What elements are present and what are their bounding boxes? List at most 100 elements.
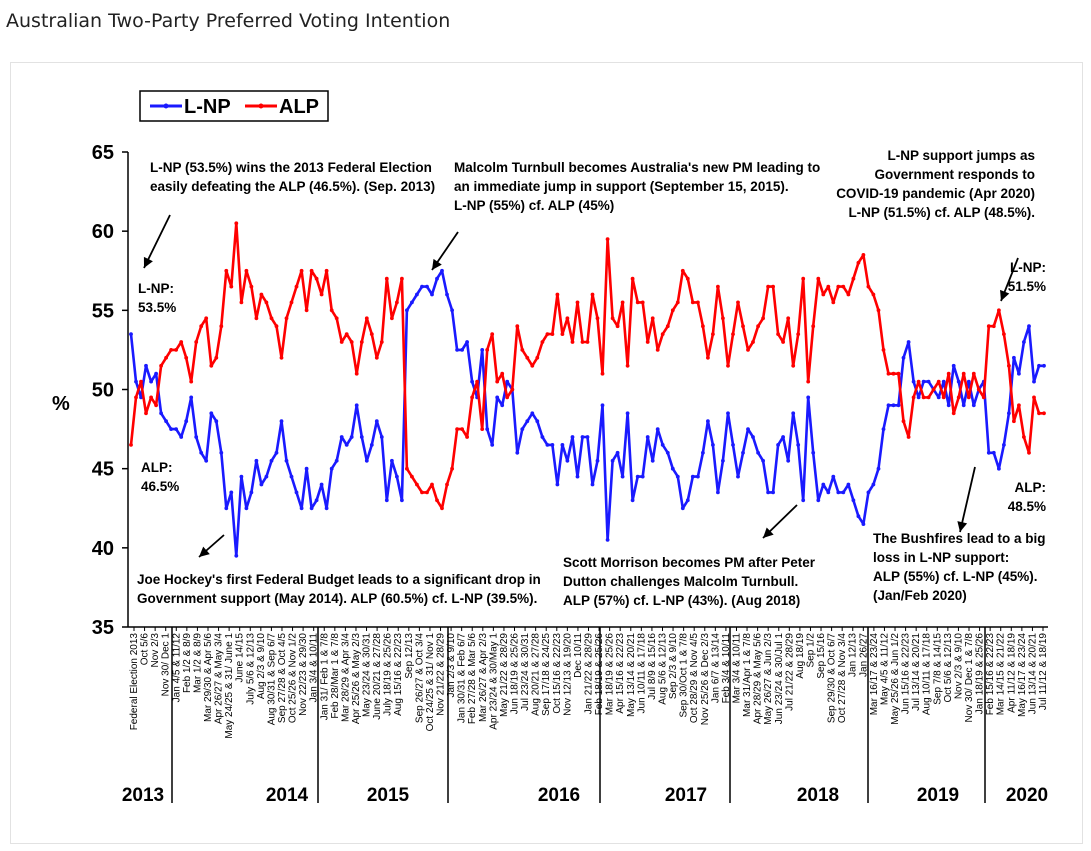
data-point xyxy=(485,427,490,431)
year-label: 2017 xyxy=(665,785,707,806)
data-point xyxy=(731,332,735,336)
data-point xyxy=(846,292,851,297)
x-tick-label: May 13/14 & 20/21 xyxy=(626,633,637,717)
annotation-arrow xyxy=(198,534,225,558)
data-point xyxy=(339,435,344,439)
data-point xyxy=(836,490,841,495)
x-tick-label: Aug 30/31 & Sep 6/7 xyxy=(266,633,277,726)
data-point xyxy=(655,427,660,431)
data-point xyxy=(1027,324,1031,329)
annotation: Joe Hockey's first Federal Budget leads … xyxy=(137,572,541,606)
data-point xyxy=(796,332,801,336)
x-tick-label: Jul 13/14 & 20/21 xyxy=(911,633,922,711)
data-point xyxy=(956,395,961,400)
annotation: Malcolm Turnbull becomes Australia's new… xyxy=(454,160,820,213)
data-point xyxy=(400,498,404,503)
data-point xyxy=(269,316,274,321)
data-point xyxy=(284,316,289,321)
data-point xyxy=(415,292,419,297)
data-point xyxy=(831,474,836,479)
data-point xyxy=(706,355,710,360)
legend-marker xyxy=(258,103,264,109)
data-point xyxy=(279,355,284,360)
data-point xyxy=(314,498,319,503)
data-point xyxy=(701,450,705,455)
data-point xyxy=(490,332,495,336)
data-point xyxy=(144,411,148,416)
series-alp xyxy=(129,221,1046,511)
data-point xyxy=(219,450,224,455)
data-point xyxy=(926,379,931,384)
annotation-arrow xyxy=(431,231,459,271)
data-point xyxy=(936,379,941,384)
data-point xyxy=(139,395,143,400)
x-tick-label: Mar 3/4 & 10/11 xyxy=(731,633,742,704)
data-point xyxy=(585,435,590,439)
x-tick-label: Apr 15/16 & 22/23 xyxy=(615,633,626,714)
x-tick-label: Aug 20/21 & 27/28 xyxy=(531,633,542,716)
data-point xyxy=(716,284,720,289)
data-point xyxy=(505,395,510,400)
data-point xyxy=(495,395,500,400)
data-point xyxy=(445,292,449,297)
data-point xyxy=(675,474,680,479)
data-point xyxy=(284,458,289,463)
x-tick-label: June 14/15 xyxy=(235,633,246,683)
x-tick-label: Oct 27/28 & Nov 3/4 xyxy=(837,633,848,723)
data-point xyxy=(876,466,881,471)
data-point xyxy=(635,474,640,479)
annotation-line: L-NP (53.5%) wins the 2013 Federal Elect… xyxy=(150,160,432,175)
annotation: ALP: 48.5% xyxy=(1008,480,1046,514)
data-point xyxy=(364,316,369,321)
series-lnp xyxy=(129,268,1046,558)
data-point xyxy=(851,498,856,503)
data-point xyxy=(259,292,264,297)
x-tick-label: Aug 15/16 & 22/23 xyxy=(393,633,404,716)
chart-frame xyxy=(10,62,1083,844)
data-point xyxy=(379,435,384,439)
year-label: 2015 xyxy=(367,785,410,806)
data-point xyxy=(595,458,600,463)
data-point xyxy=(515,450,520,455)
data-point xyxy=(480,427,485,431)
y-tick-label: 65 xyxy=(92,142,114,164)
data-point xyxy=(836,284,841,289)
year-label: 2019 xyxy=(917,785,959,806)
data-point xyxy=(665,450,670,455)
data-point xyxy=(645,435,650,439)
data-point xyxy=(946,403,951,408)
data-point xyxy=(500,403,505,408)
x-tick-label: Mar 28/29 & Apr 3/4 xyxy=(340,633,351,722)
x-tick-label: Mar 18/19 & 25/26 xyxy=(605,633,616,716)
data-point xyxy=(981,395,986,400)
annotation-line: L-NP (55%) cf. ALP (45%) xyxy=(454,198,614,213)
data-point xyxy=(144,363,148,368)
data-point xyxy=(550,332,555,336)
arrow-head xyxy=(957,521,968,532)
x-tick-label: June 20/21 & 27/28 xyxy=(372,633,383,720)
data-point xyxy=(465,340,469,344)
x-tick-label: May 21/22 & 28/29 xyxy=(499,633,510,717)
data-point xyxy=(369,443,374,447)
data-point xyxy=(520,348,525,352)
annotation-line: L-NP support jumps as xyxy=(887,148,1035,163)
data-point xyxy=(289,474,294,479)
annotation-line: The Bushfires lead to a big xyxy=(873,531,1046,546)
series-line xyxy=(129,222,1044,510)
data-point xyxy=(701,324,705,329)
x-tick-label: Mar 26/27 & Apr 2/3 xyxy=(478,633,489,722)
data-point xyxy=(776,443,780,447)
data-point xyxy=(264,474,269,479)
year-label: 2020 xyxy=(1006,785,1048,806)
annotation-arrow xyxy=(957,466,976,533)
data-point xyxy=(931,387,936,392)
data-point xyxy=(610,458,615,463)
annotation-line: 46.5% xyxy=(141,479,179,494)
x-tick-label: Jul 8/9 & 15/16 xyxy=(647,633,658,700)
data-point xyxy=(164,419,169,424)
annotation-line: 53.5% xyxy=(138,300,176,315)
data-point xyxy=(309,506,314,511)
annotation-line: (Jan/Feb 2020) xyxy=(873,588,967,603)
data-point xyxy=(791,411,796,416)
x-tick-label: May 16/17 & 23/24 xyxy=(1017,633,1028,717)
